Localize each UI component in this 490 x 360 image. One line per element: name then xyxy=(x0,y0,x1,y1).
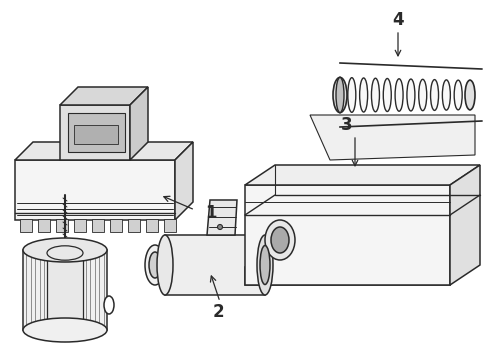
Polygon shape xyxy=(245,165,480,185)
Polygon shape xyxy=(450,165,480,285)
Ellipse shape xyxy=(157,235,173,295)
Ellipse shape xyxy=(383,78,392,112)
Ellipse shape xyxy=(145,245,165,285)
Polygon shape xyxy=(47,253,83,322)
Ellipse shape xyxy=(419,79,427,111)
Ellipse shape xyxy=(336,77,344,113)
Ellipse shape xyxy=(360,78,368,112)
Polygon shape xyxy=(60,87,148,105)
Text: 2: 2 xyxy=(212,303,224,321)
Polygon shape xyxy=(207,200,237,235)
Ellipse shape xyxy=(265,220,295,260)
Ellipse shape xyxy=(260,246,270,284)
Ellipse shape xyxy=(395,79,403,111)
Ellipse shape xyxy=(271,227,289,253)
Ellipse shape xyxy=(23,238,107,262)
Polygon shape xyxy=(15,160,175,220)
Ellipse shape xyxy=(333,77,347,113)
Ellipse shape xyxy=(371,78,379,112)
Text: 3: 3 xyxy=(341,116,353,134)
Polygon shape xyxy=(15,142,193,160)
Text: 4: 4 xyxy=(392,11,404,29)
Polygon shape xyxy=(245,267,450,285)
Polygon shape xyxy=(74,125,118,144)
Polygon shape xyxy=(92,219,104,232)
Ellipse shape xyxy=(454,80,462,110)
Polygon shape xyxy=(60,105,130,160)
Ellipse shape xyxy=(431,80,439,111)
Polygon shape xyxy=(310,115,475,160)
Ellipse shape xyxy=(465,80,475,110)
Polygon shape xyxy=(110,219,122,232)
Text: 1: 1 xyxy=(205,204,217,222)
Ellipse shape xyxy=(218,225,222,230)
Ellipse shape xyxy=(23,318,107,342)
Ellipse shape xyxy=(466,80,474,109)
Polygon shape xyxy=(74,219,86,232)
Ellipse shape xyxy=(442,80,450,110)
Polygon shape xyxy=(245,185,450,285)
Polygon shape xyxy=(38,219,50,232)
Ellipse shape xyxy=(348,78,356,112)
Polygon shape xyxy=(68,113,125,152)
Polygon shape xyxy=(165,235,265,295)
Ellipse shape xyxy=(407,79,415,111)
Ellipse shape xyxy=(149,252,161,278)
Polygon shape xyxy=(128,219,140,232)
Polygon shape xyxy=(130,87,148,160)
Polygon shape xyxy=(20,219,32,232)
Polygon shape xyxy=(23,250,107,330)
Ellipse shape xyxy=(257,235,273,295)
Ellipse shape xyxy=(47,246,83,260)
Ellipse shape xyxy=(104,296,114,314)
Polygon shape xyxy=(164,219,176,232)
Ellipse shape xyxy=(336,77,344,113)
Polygon shape xyxy=(56,219,68,232)
Polygon shape xyxy=(146,219,158,232)
Polygon shape xyxy=(175,142,193,220)
